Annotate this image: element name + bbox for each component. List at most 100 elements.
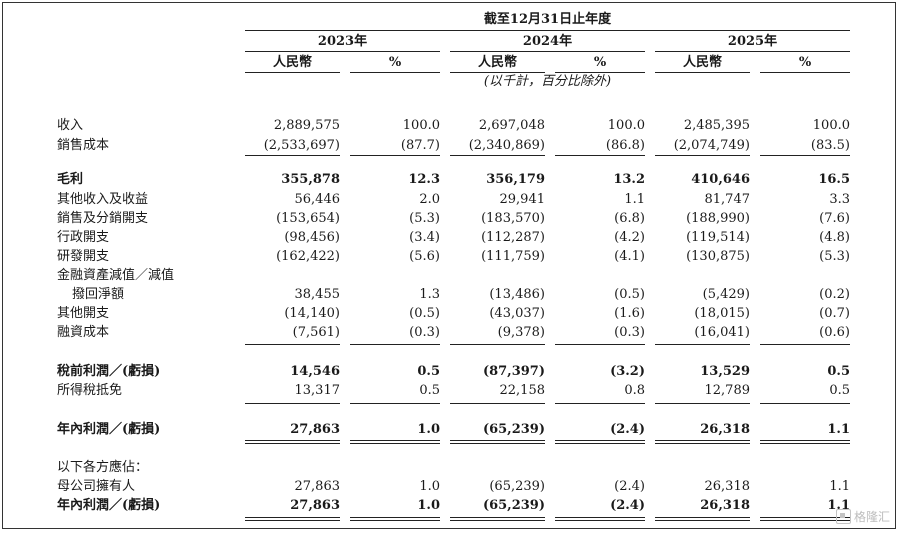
row-value: 27,863 [294,479,341,494]
row-value: (4.8) [819,230,850,245]
row-value: 26,318 [704,479,751,494]
row-value: 100.0 [812,118,850,133]
row-value: 0.5 [829,383,850,398]
unit-note: (以千計，百分比除外) [483,74,612,89]
year-rule-2025 [655,51,850,52]
row-value: 13,317 [294,383,341,398]
row-value: (13,486) [489,287,545,302]
total-double-rule [760,520,850,521]
row-value: (111,759) [481,249,545,264]
sub-rule [555,72,645,73]
row-value: (2,533,697) [263,138,340,153]
year-rule-2024 [450,51,645,52]
row-value: (4.2) [614,230,645,245]
subtotal-rule [555,155,645,156]
sub-rule [350,72,440,73]
total-double-rule [655,517,750,518]
row-value: 1.3 [419,287,440,302]
subtotal-rule [655,155,750,156]
row-value: (65,239) [482,498,545,513]
row-value: 2,889,575 [273,118,340,133]
row-value: (130,875) [686,249,750,264]
row-label: 銷售及分銷開支 [57,211,149,226]
currency-2025: 人民幣 [682,55,722,70]
row-value: (0.6) [819,325,850,340]
row-value: (5.6) [409,249,440,264]
row-label: 融資成本 [57,325,110,340]
row-label: 撥回淨額 [72,287,125,302]
period-title: 截至12月31日止年度 [483,12,612,27]
subtotal-rule [450,403,545,404]
subtotal-rule [350,403,440,404]
row-label: 年內利潤／(虧損) [57,498,161,513]
row-value: 12.3 [408,172,440,187]
row-value: (6.8) [614,211,645,226]
subtotal-rule [760,344,850,345]
total-double-rule [555,440,645,441]
row-value: 22,158 [499,383,546,398]
total-double-rule [655,443,750,444]
row-value: (112,287) [481,230,545,245]
row-value: 29,941 [499,192,546,207]
total-double-rule [555,517,645,518]
total-double-rule [350,443,440,444]
row-value: (14,140) [284,306,340,321]
currency-2024: 人民幣 [477,55,517,70]
row-value: (5.3) [409,211,440,226]
subtotal-rule [655,344,750,345]
row-value: 14,546 [290,364,340,379]
currency-2023: 人民幣 [272,55,312,70]
row-value: 81,747 [704,192,751,207]
subtotal-rule [245,344,340,345]
total-double-rule [245,440,340,441]
row-value: (0.5) [614,287,645,302]
row-value: (119,514) [686,230,750,245]
total-double-rule [350,520,440,521]
row-value: 0.5 [419,383,440,398]
row-value: 1.1 [624,192,645,207]
row-value: (0.5) [409,306,440,321]
total-double-rule [245,443,340,444]
row-value: (16,041) [694,325,750,340]
row-value: (98,456) [284,230,340,245]
row-value: 26,318 [700,422,750,437]
total-double-rule [555,443,645,444]
row-value: (0.3) [614,325,645,340]
row-value: 100.0 [402,118,440,133]
watermark: 格隆汇 [835,508,890,525]
total-double-rule [760,517,850,518]
row-value: (188,990) [686,211,750,226]
row-value: (153,654) [276,211,340,226]
row-value: (18,015) [694,306,750,321]
watermark-text: 格隆汇 [853,510,890,524]
watermark-logo-icon [835,509,851,524]
row-value: (7,561) [292,325,340,340]
total-double-rule [655,440,750,441]
percent-2025: % [798,55,812,70]
subtotal-rule [350,344,440,345]
row-value: (87,397) [482,364,545,379]
row-value: 27,863 [290,422,340,437]
subtotal-rule [450,155,545,156]
row-label: 其他收入及收益 [57,192,149,207]
row-value: 0.8 [624,383,645,398]
row-value: 13,529 [700,364,750,379]
total-double-rule [555,520,645,521]
subtotal-rule [450,344,545,345]
sub-rule [245,72,340,73]
year-rule-2023 [245,51,440,52]
row-value: 100.0 [607,118,645,133]
row-value: (3.4) [409,230,440,245]
total-double-rule [350,440,440,441]
row-value: 0.5 [827,364,850,379]
subtotal-rule [760,403,850,404]
row-value: (2.4) [610,498,645,513]
row-value: (0.7) [819,306,850,321]
row-value: 410,646 [691,172,750,187]
row-value: 16.5 [818,172,850,187]
row-label: 母公司擁有人 [57,479,136,494]
row-value: 1.1 [829,479,850,494]
total-double-rule [450,443,545,444]
total-double-rule [450,520,545,521]
row-value: (9,378) [497,325,545,340]
